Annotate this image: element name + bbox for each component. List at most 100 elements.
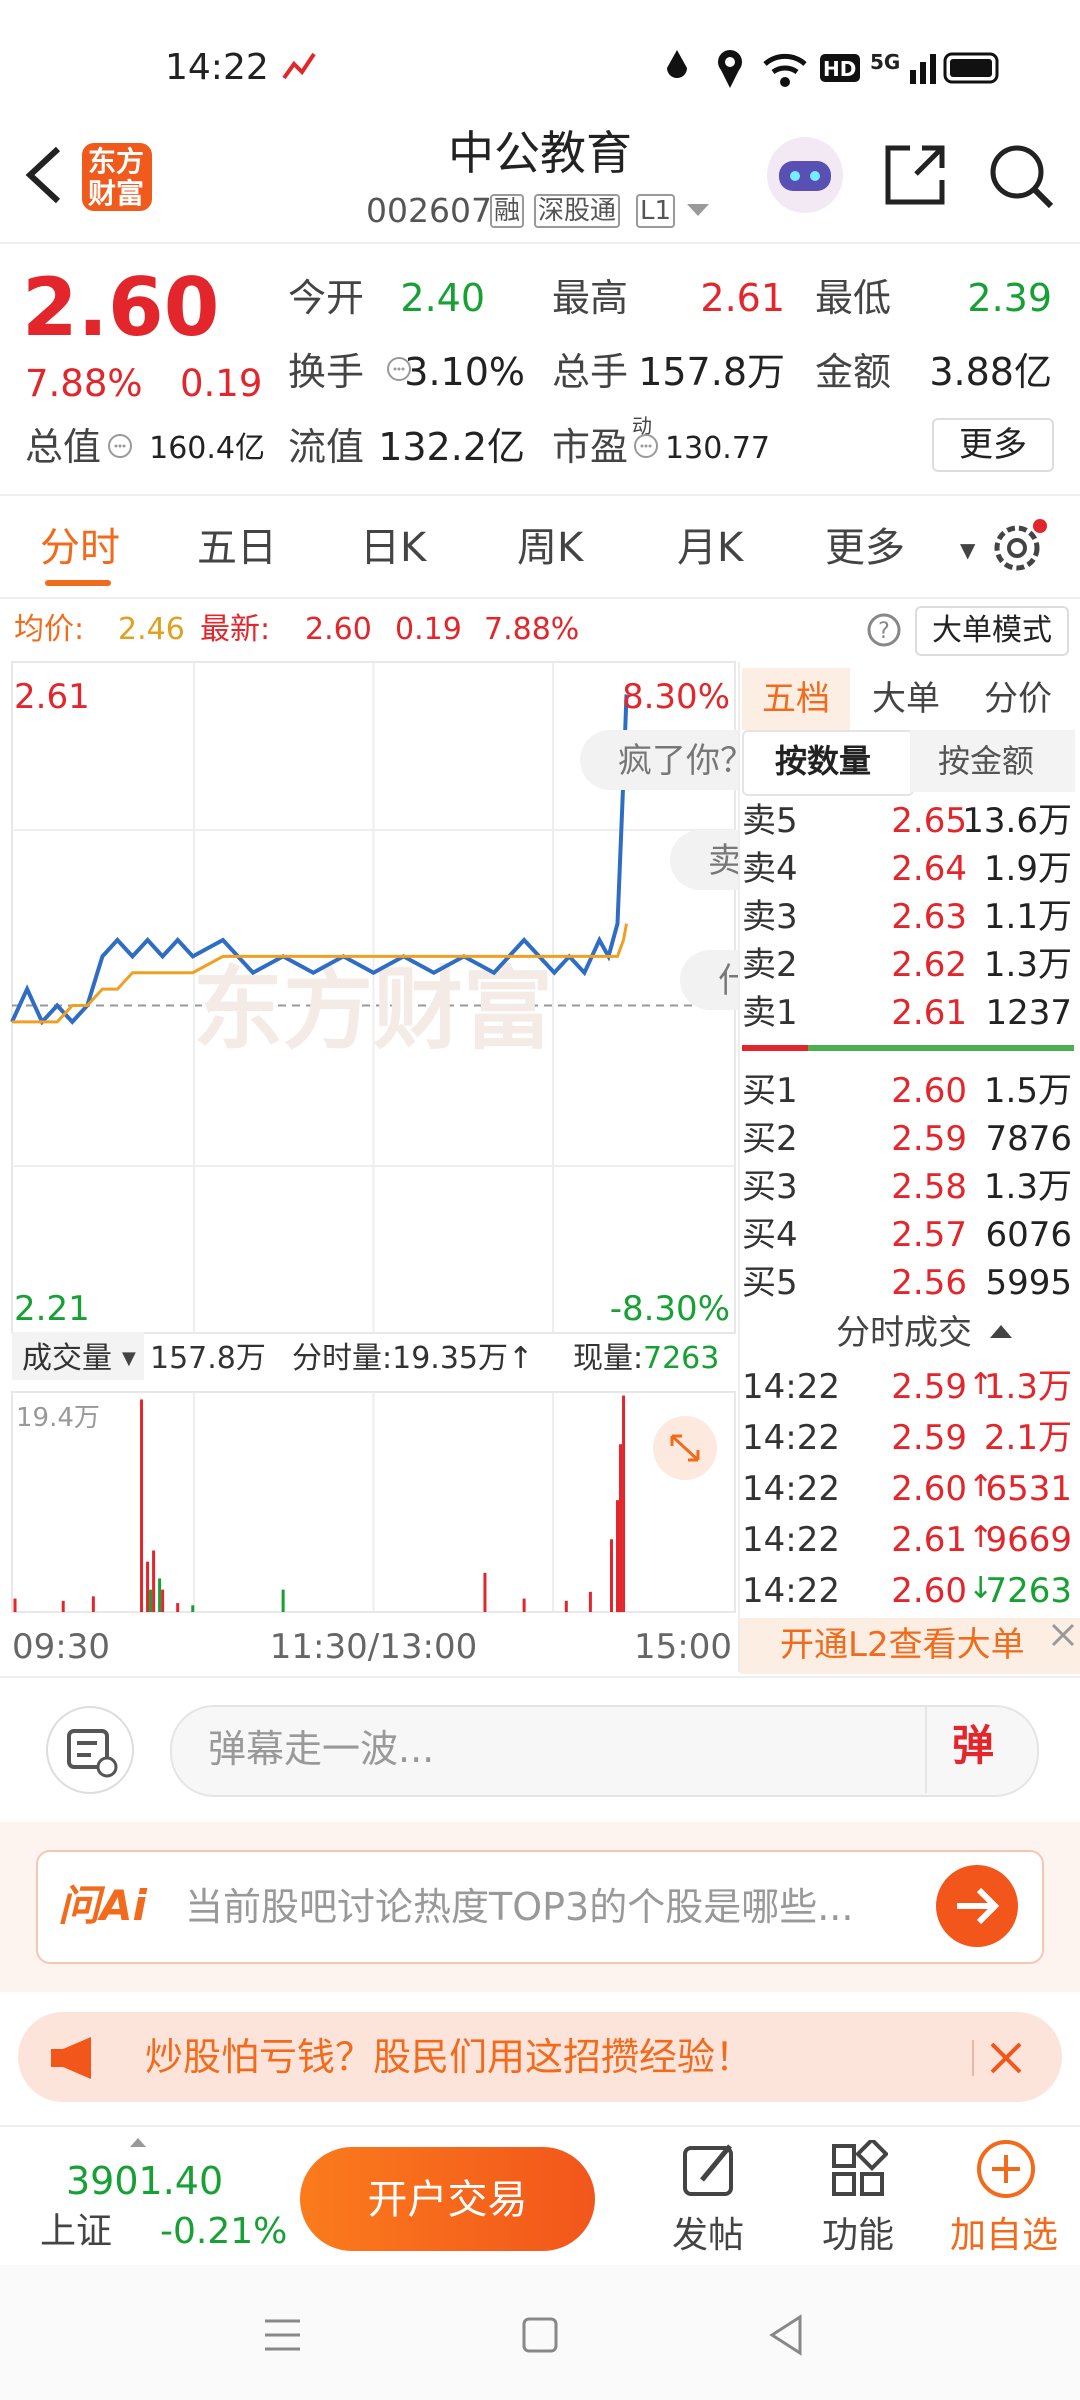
volume-bar <box>619 1444 623 1612</box>
danmu-text: 什 <box>718 961 740 1001</box>
ai-send[interactable] <box>935 1864 1019 1948</box>
search-icon[interactable] <box>985 140 1057 212</box>
book-tab[interactable]: 大单 <box>872 679 940 719</box>
ai-prompt[interactable]: 当前股吧讨论热度TOP3的个股是哪些... <box>185 1885 854 1929</box>
book-price: 2.60 <box>891 1071 967 1111</box>
trade-volume: 1.3万 <box>983 1367 1072 1407</box>
book-price: 2.58 <box>891 1167 967 1207</box>
stat-value: 130.77 <box>665 431 770 466</box>
book-tab[interactable]: 五档 <box>762 679 830 719</box>
trade-time: 14:22 <box>742 1469 840 1509</box>
l2-bar[interactable] <box>740 1618 1080 1674</box>
price-line <box>12 923 628 1024</box>
tab[interactable]: 分时 <box>40 525 120 571</box>
comment-placeholder[interactable]: 弹幕走一波... <box>208 1727 435 1771</box>
tab[interactable]: 五日 <box>197 525 277 571</box>
volume-label: 成交量 <box>22 1341 112 1376</box>
danmu-button[interactable]: 弹 <box>952 1721 995 1770</box>
volume-bar <box>146 1561 150 1612</box>
share-icon[interactable] <box>880 140 950 210</box>
ask-bar <box>742 1045 808 1051</box>
banner-close[interactable] <box>988 2040 1024 2076</box>
y-bottom-label: 2.21 <box>14 1289 90 1329</box>
volume-bar <box>13 1598 17 1612</box>
book-subtab[interactable]: 按金额 <box>938 742 1035 780</box>
function-icon[interactable] <box>828 2140 888 2200</box>
book-volume: 1.3万 <box>983 945 1072 985</box>
ai-box[interactable] <box>36 1850 1044 1964</box>
logo-text: 东方 <box>88 145 145 178</box>
book-label: 买3 <box>742 1167 798 1207</box>
robot-icon[interactable] <box>765 135 845 215</box>
add-watch-icon[interactable] <box>975 2138 1037 2200</box>
volume-bar <box>191 1605 195 1612</box>
index-caret <box>130 2138 146 2147</box>
help-icon[interactable]: ? <box>866 612 902 648</box>
stat-label: 流值 <box>288 425 365 469</box>
trade-time: 14:22 <box>742 1418 840 1458</box>
action-label[interactable]: 功能 <box>822 2215 895 2256</box>
danmu-toggle[interactable] <box>45 1705 135 1795</box>
settings-icon[interactable] <box>990 518 1050 578</box>
book-price: 2.61 <box>891 993 967 1033</box>
back-button[interactable] <box>20 145 70 205</box>
logo-text: 财富 <box>88 177 145 210</box>
trade-volume: 6531 <box>985 1469 1072 1509</box>
latest-change: 0.19 <box>395 612 462 647</box>
comment-input[interactable] <box>170 1705 1039 1797</box>
info-icon[interactable] <box>385 355 413 383</box>
l2-text[interactable]: 开通L2查看大单 <box>780 1625 1025 1665</box>
info-icon[interactable] <box>632 432 660 460</box>
trade-button[interactable] <box>300 2147 595 2251</box>
more-button[interactable]: 更多 <box>932 418 1054 472</box>
danmu-text: 卖 <box>708 841 740 881</box>
action-label[interactable]: 发帖 <box>672 2215 745 2256</box>
trade-price: 2.59 <box>891 1418 967 1458</box>
tab[interactable]: 日K <box>360 525 427 571</box>
pct-top-label: 8.30% <box>622 677 730 717</box>
book-tab[interactable]: 分价 <box>984 679 1052 719</box>
price: 2.60 <box>22 261 220 354</box>
tag: 融 <box>490 194 525 228</box>
current-label: 现量: <box>573 1341 643 1376</box>
dropdown[interactable] <box>685 200 711 220</box>
banner[interactable] <box>18 2012 1062 2102</box>
book-price: 2.59 <box>891 1119 967 1159</box>
book-label: 卖2 <box>742 945 798 985</box>
hd-icon: HD <box>823 57 857 81</box>
megaphone <box>51 2037 91 2079</box>
trades-title[interactable]: 分时成交 <box>836 1313 972 1353</box>
info-icon[interactable] <box>106 432 134 460</box>
book-volume: 13.6万 <box>962 801 1072 841</box>
latest-value: 2.60 <box>305 612 372 647</box>
trades-arrow <box>990 1325 1012 1338</box>
volume-bar <box>140 1399 144 1612</box>
trade-price: 2.61 <box>891 1520 967 1560</box>
tab[interactable]: 月K <box>677 525 744 571</box>
tab-caret[interactable]: ▼ <box>960 538 976 562</box>
stat-value: 2.39 <box>967 276 1052 320</box>
tab[interactable]: 周K <box>517 525 584 571</box>
mode-button[interactable]: 大单模式 <box>915 606 1069 656</box>
index-change: -0.21% <box>160 2211 288 2252</box>
action-label[interactable]: 加自选 <box>950 2215 1059 2256</box>
tag: L1 <box>636 194 676 228</box>
book-volume: 1237 <box>985 993 1072 1033</box>
post-icon[interactable] <box>680 2140 740 2200</box>
book-subtab[interactable]: 按数量 <box>775 742 872 780</box>
volume-bar <box>61 1600 65 1612</box>
divider <box>0 242 1080 244</box>
stat-value: 3.10% <box>404 350 525 394</box>
banner-text[interactable]: 炒股怕亏钱？股民们用这招攒经验！ <box>145 2035 754 2079</box>
y-top-label: 2.61 <box>14 677 90 717</box>
subtab-active-bg <box>742 730 914 796</box>
tab-active-bg <box>742 668 850 730</box>
tab[interactable]: 更多 <box>825 525 905 571</box>
trade-button-text[interactable]: 开户交易 <box>367 2177 528 2223</box>
nav-icons[interactable] <box>260 2305 820 2365</box>
l2-close[interactable] <box>1048 1620 1078 1650</box>
trade-time: 14:22 <box>742 1520 840 1560</box>
status-icons <box>667 50 999 88</box>
status-time: 14:22 <box>165 47 269 88</box>
book-volume: 1.9万 <box>983 849 1072 889</box>
